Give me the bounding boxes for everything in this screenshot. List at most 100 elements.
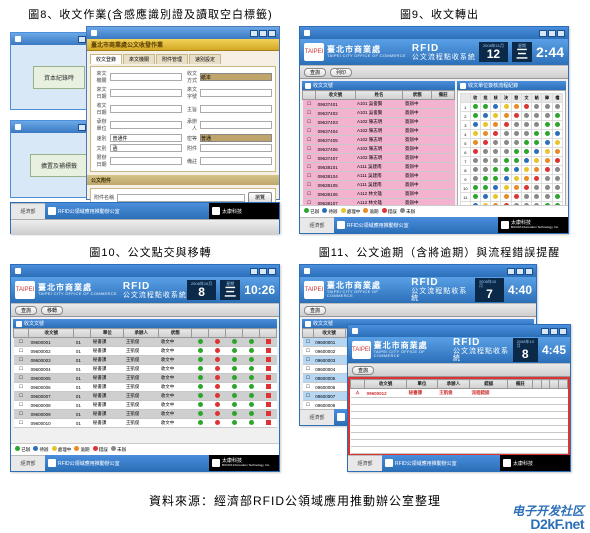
- table-row[interactable]: ☐0960000201秘書課王凱俊收文中: [14, 347, 277, 356]
- table-row[interactable]: ☐09638101A111 吳建南簽辦中: [303, 163, 455, 172]
- form-input[interactable]: [110, 144, 182, 152]
- form-input[interactable]: [200, 121, 272, 129]
- caption-fig9: 圖9、收文轉出: [299, 6, 580, 22]
- table-row[interactable]: ☐0960000901秘書課王凱俊收文中: [14, 410, 277, 419]
- panel-title: 收文文號: [24, 320, 44, 327]
- table-row[interactable]: ☐09637401A101 吳俊賢簽辦中: [303, 100, 455, 109]
- caption-fig10: 圖10、公文點交與移轉: [10, 244, 291, 260]
- status-row: 5: [461, 139, 563, 148]
- close-btn[interactable]: [557, 30, 565, 37]
- attach-input[interactable]: [117, 194, 245, 202]
- status-row: 9: [461, 175, 563, 184]
- min-btn[interactable]: [250, 268, 258, 275]
- form-input[interactable]: [200, 105, 272, 113]
- status-row: 8: [461, 166, 563, 175]
- table-row[interactable]: ☐0960000101秘書課王凱俊收文中: [14, 338, 277, 347]
- fig10-window: TAIPEI 臺北市商業處TAIPEI CITY OFFICE OF COMME…: [10, 264, 280, 472]
- btm-left: 經濟部: [300, 217, 334, 233]
- form-input[interactable]: [110, 157, 182, 165]
- table-row[interactable]: ☐0960000601秘書課王凱俊收文中: [14, 383, 277, 392]
- max-btn[interactable]: [259, 268, 267, 275]
- tool-btn[interactable]: 查詢: [304, 68, 326, 77]
- clock-time: 2:44: [536, 44, 564, 60]
- btm-right: 太康科技BICOM Information Technology, Inc.: [498, 217, 568, 233]
- status-row: 1: [461, 103, 563, 112]
- max-btn[interactable]: [548, 30, 556, 37]
- table-row[interactable]: ☐09638104A111 吳建南簽辦中: [303, 172, 455, 181]
- table-row[interactable]: ☐09637403A102 陳志明簽辦中: [303, 118, 455, 127]
- min-btn[interactable]: [78, 36, 86, 43]
- tab[interactable]: 速別設定: [189, 54, 221, 64]
- fig9-window: TAIPEI 臺北市商業處TAIPEI CITY OFFICE OF COMME…: [299, 26, 569, 234]
- fig8-boxB: 擴置及補標籤: [30, 154, 88, 177]
- tab[interactable]: 收文登錄: [90, 54, 122, 64]
- table-row[interactable]: ☐09638106A112 林文雄簽辦中: [303, 190, 455, 199]
- fig8-boxA: 資本紀錄時: [33, 66, 85, 89]
- right-title: 收文單位簽核流程紀錄: [468, 82, 518, 89]
- fig8-wrap: 資本紀錄時 擴置及補標籤 臺北市商業處公文收發作業 收文登錄來文機關附件管理速別…: [10, 26, 291, 236]
- titlebar[interactable]: [11, 265, 279, 277]
- tab[interactable]: 來文機關: [123, 54, 155, 64]
- caption-fig11: 圖11、公文逾期（含將逾期）與流程錯誤提醒: [299, 244, 580, 260]
- alert-row[interactable]: ⚠09600012秘書課王凱俊流程錯誤: [351, 389, 568, 398]
- titlebar[interactable]: [348, 325, 570, 337]
- btm-left: 經濟部: [11, 203, 45, 219]
- min-btn[interactable]: [250, 30, 258, 37]
- form-input[interactable]: [200, 134, 272, 142]
- titlebar[interactable]: [300, 27, 568, 39]
- min-btn[interactable]: [78, 124, 86, 131]
- table-row[interactable]: ☐09637407A102 陳志明簽辦中: [303, 154, 455, 163]
- table-row[interactable]: ☐09637406A102 陳志明簽辦中: [303, 145, 455, 154]
- fig8-bottombar-win: 經濟部 RFID公領域應用推動辦公室 太康科技: [10, 202, 280, 234]
- status-row: 7: [461, 157, 563, 166]
- footer-text: 資料來源：經濟部RFID公領域應用推動辦公室整理: [0, 492, 590, 509]
- table-row[interactable]: ☐0960000401秘書課王凱俊收文中: [14, 365, 277, 374]
- form-input[interactable]: [110, 105, 182, 113]
- fig11b-window: TAIPEI 臺北市商業處TAIPEI CITY OFFICE OF COMME…: [347, 324, 571, 472]
- table-row[interactable]: ☐0960000301秘書課王凱俊收文中: [14, 356, 277, 365]
- form-input[interactable]: [110, 134, 182, 142]
- titlebar[interactable]: [300, 265, 536, 277]
- form-input[interactable]: [200, 157, 272, 165]
- max-btn[interactable]: [259, 30, 267, 37]
- tab[interactable]: 附件管理: [156, 54, 188, 64]
- rfid-header: TAIPEI 臺北市商業處TAIPEI CITY OFFICE OF COMME…: [11, 277, 279, 303]
- table-row[interactable]: ☐0960000501秘書課王凱俊收文中: [14, 374, 277, 383]
- status-row: 4: [461, 130, 563, 139]
- toolbar: 查詢列印: [300, 65, 568, 79]
- titlebar[interactable]: [87, 27, 279, 39]
- table-row[interactable]: ☐09637402A101 吳俊賢簽辦中: [303, 109, 455, 118]
- status-row: 10: [461, 184, 563, 193]
- section-label: 公文附件: [87, 175, 279, 185]
- caption-fig8: 圖8、收文作業(含感應識別證及讀取空白標籤): [10, 6, 291, 22]
- status-row: 3: [461, 121, 563, 130]
- logo-icon: TAIPEI: [304, 43, 324, 61]
- form-input[interactable]: [200, 89, 272, 97]
- form-input[interactable]: [110, 121, 182, 129]
- close-btn[interactable]: [268, 268, 276, 275]
- table-row[interactable]: ☐0960000701秘書課王凱俊收文中: [14, 392, 277, 401]
- left-title: 收文文號: [313, 82, 333, 89]
- form-input[interactable]: [110, 89, 182, 97]
- tool-btn[interactable]: 列印: [330, 68, 352, 77]
- status-row: 11: [461, 193, 563, 202]
- table-row[interactable]: ☐09637404A102 陳志明簽辦中: [303, 127, 455, 136]
- watermark: 电子开发社区 D2kF.net: [512, 505, 584, 531]
- form-input[interactable]: [200, 73, 272, 81]
- btm-right: 太康科技: [209, 203, 279, 219]
- logo-icon: TAIPEI: [15, 281, 35, 299]
- table-row[interactable]: ☐09638105A111 吳建南簽辦中: [303, 181, 455, 190]
- clock-time: 10:26: [244, 283, 275, 297]
- fig8-form: 臺北市商業處公文收發作業 收文登錄來文機關附件管理速別設定 來文機關收文方式來文…: [86, 26, 280, 200]
- form-input[interactable]: [110, 73, 182, 81]
- table-row[interactable]: ☐0960001001秘書課王凱俊收文中: [14, 419, 277, 428]
- close-btn[interactable]: [268, 30, 276, 37]
- attach-label: 附件名稱: [94, 194, 114, 201]
- status-row: 6: [461, 148, 563, 157]
- form-input[interactable]: [200, 144, 272, 152]
- table-row[interactable]: ☐0960000801秘書課王凱俊收文中: [14, 401, 277, 410]
- min-btn[interactable]: [539, 30, 547, 37]
- fig8-form-title: 臺北市商業處公文收發作業: [87, 39, 279, 51]
- status-row: 2: [461, 112, 563, 121]
- table-row[interactable]: ☐09637405A102 陳志明簽辦中: [303, 136, 455, 145]
